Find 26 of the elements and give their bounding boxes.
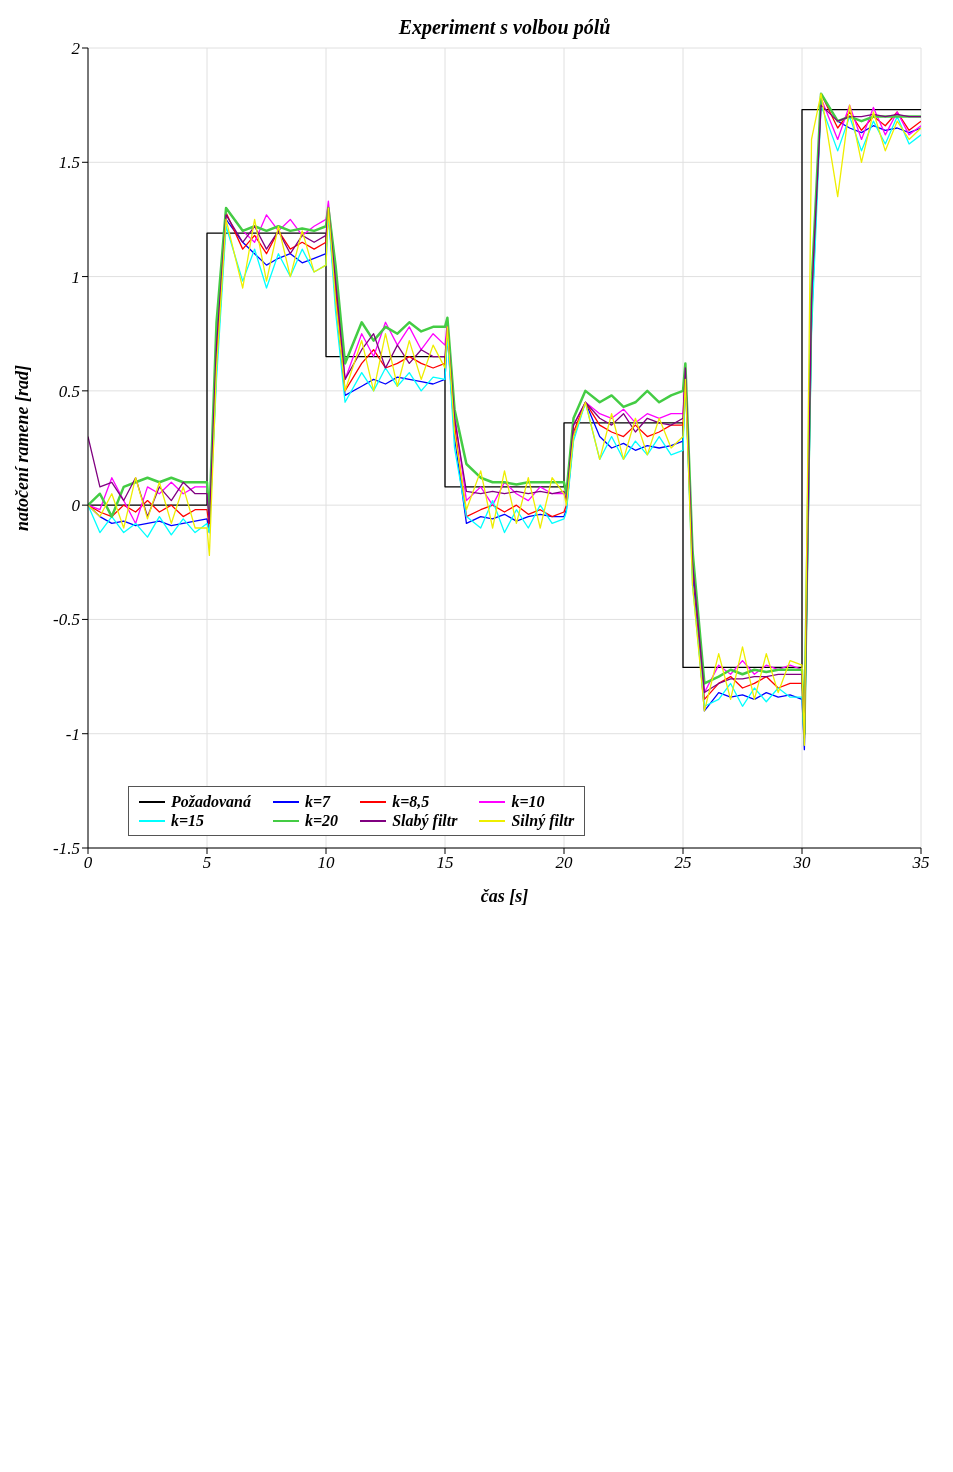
legend-label: k=8,5 [392, 792, 430, 811]
legend-label: k=15 [171, 811, 205, 830]
x-tick-label: 35 [911, 853, 930, 873]
legend-label: k=20 [305, 811, 339, 830]
x-tick-label: 25 [674, 853, 692, 873]
y-tick-label: 1 [71, 267, 80, 287]
chart-title: Experiment s volbou pólů [397, 16, 612, 39]
x-tick-label: 30 [792, 853, 811, 873]
legend-label: Silný filtr [511, 811, 575, 830]
x-tick-label: 20 [555, 853, 573, 873]
y-tick-label: 2 [71, 39, 81, 59]
legend-label: Požadovaná [171, 792, 251, 811]
x-axis-title: čas [s] [480, 886, 529, 906]
y-tick-label: -1 [65, 724, 80, 744]
y-tick-label: 0 [71, 496, 81, 516]
x-tick-label: 10 [317, 853, 335, 873]
y-tick-label: 1.5 [58, 153, 80, 173]
legend-label: k=7 [305, 792, 331, 811]
y-axis-title: natočení ramene [rad] [12, 365, 33, 531]
y-tick-label: -1.5 [53, 839, 80, 859]
legend-label: Slabý filtr [392, 811, 458, 830]
x-tick-label: 5 [202, 853, 212, 873]
legend-label: k=10 [511, 792, 545, 811]
x-tick-label: 15 [436, 853, 454, 873]
y-tick-label: 0.5 [58, 381, 80, 401]
y-tick-label: -0.5 [53, 610, 80, 630]
